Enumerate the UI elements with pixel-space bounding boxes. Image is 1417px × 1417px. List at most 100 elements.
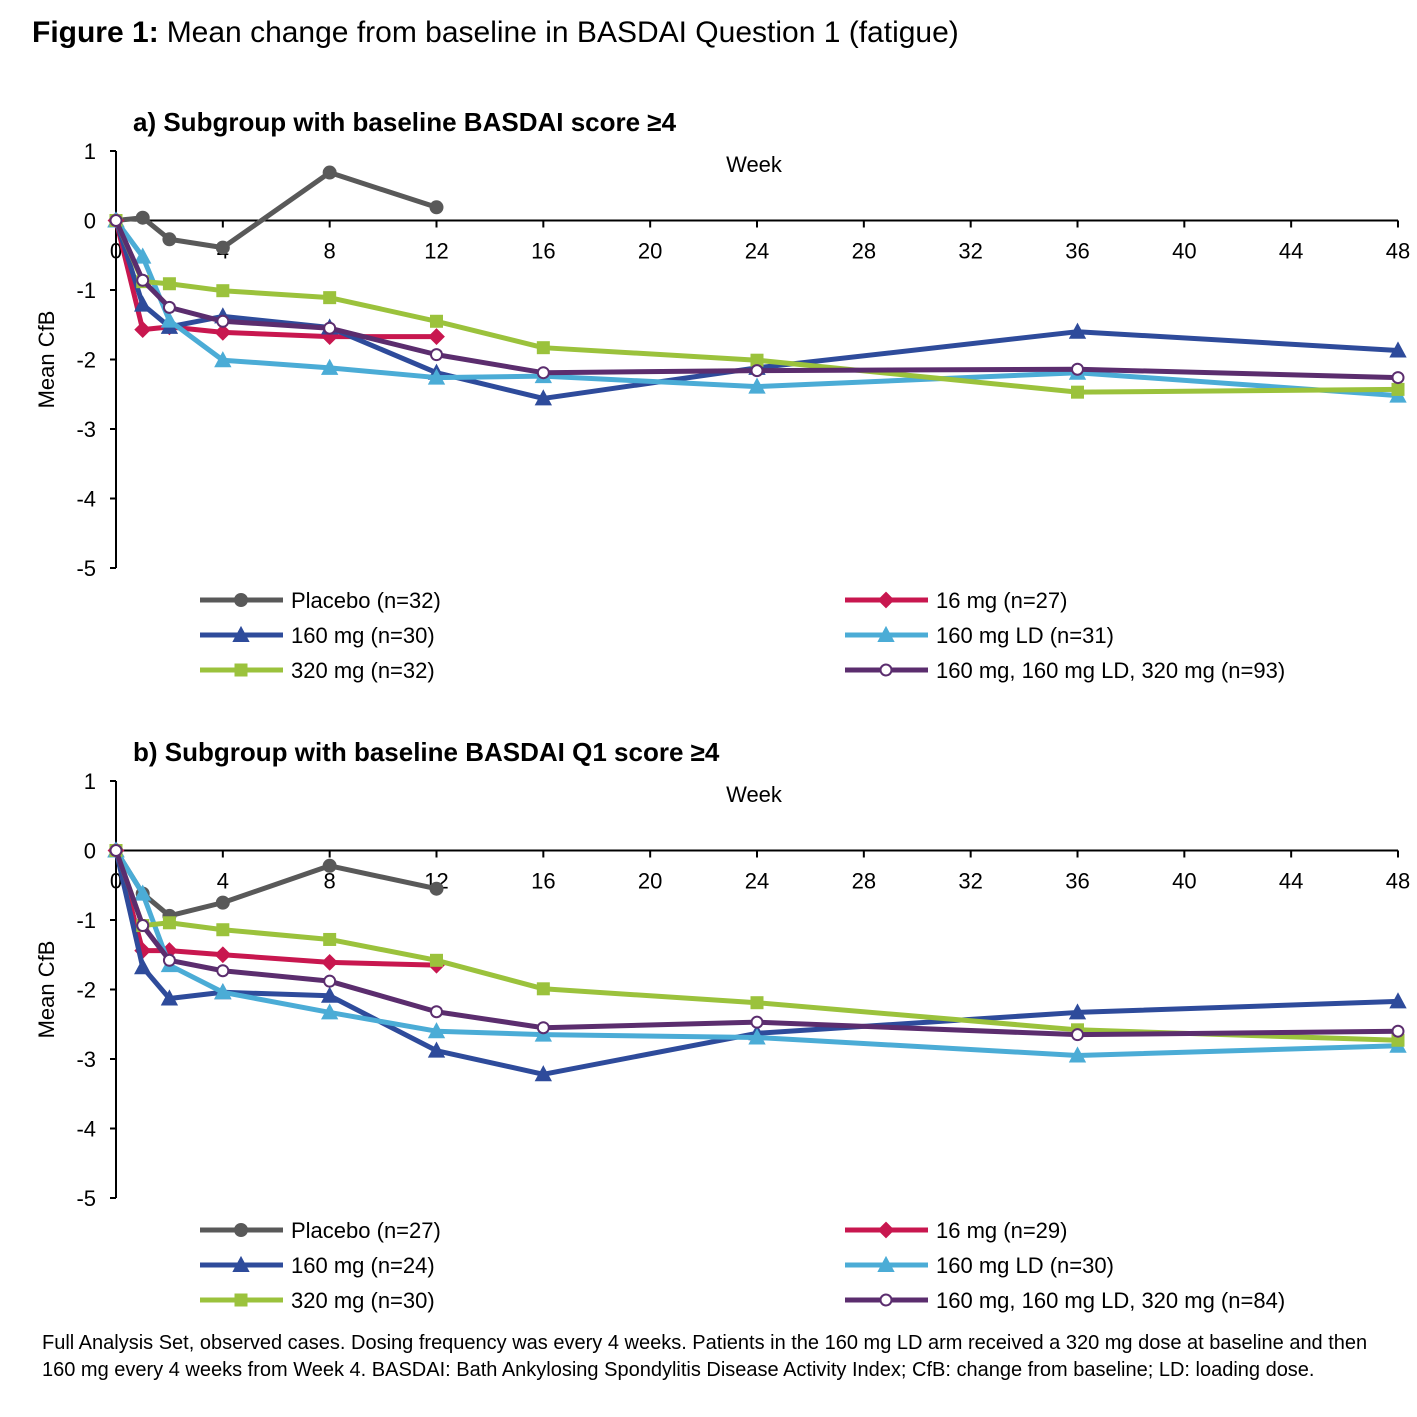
x-tick-label: 32	[958, 869, 982, 894]
data-point	[216, 314, 230, 328]
legend-marker	[234, 1293, 248, 1307]
y-tick-label: 1	[84, 139, 96, 164]
y-axis-label: Mean CfB	[34, 941, 59, 1039]
x-tick-label: 36	[1065, 239, 1089, 264]
data-point	[429, 200, 444, 215]
legend-label: 16 mg (n=27)	[936, 588, 1067, 613]
data-point	[215, 240, 230, 255]
x-tick-label: 16	[531, 869, 555, 894]
data-point	[429, 881, 444, 896]
series-line	[113, 849, 1399, 1043]
data-point	[323, 974, 337, 988]
data-point	[1071, 1028, 1084, 1042]
data-point	[430, 348, 443, 362]
data-point	[750, 996, 764, 1010]
y-tick-label: -5	[76, 1186, 96, 1211]
legend-marker	[877, 1221, 895, 1239]
data-point	[214, 983, 232, 1000]
series-line	[113, 219, 1399, 381]
y-tick-label: -4	[76, 487, 96, 512]
legend-marker	[877, 625, 895, 642]
data-point	[750, 353, 764, 367]
legend-label: 160 mg (n=24)	[291, 1253, 435, 1278]
legend-label: 320 mg (n=32)	[291, 658, 435, 683]
data-point	[750, 1015, 764, 1029]
y-tick-label: -1	[76, 278, 96, 303]
data-point	[1389, 992, 1407, 1009]
x-tick-label: 20	[638, 869, 662, 894]
data-point	[134, 321, 152, 339]
data-point	[320, 1003, 339, 1020]
series-line	[113, 219, 1399, 401]
x-tick-label: 0	[110, 239, 122, 264]
data-point	[323, 932, 337, 946]
legend-marker	[232, 625, 250, 642]
legend-label: 16 mg (n=29)	[936, 1218, 1067, 1243]
data-point	[322, 165, 337, 180]
data-point	[162, 232, 177, 247]
data-point	[134, 295, 152, 312]
legend-marker	[877, 591, 895, 609]
data-point	[427, 1041, 446, 1058]
series-line	[113, 849, 438, 919]
x-tick-label: 32	[958, 239, 982, 264]
data-point	[534, 389, 553, 406]
legend-label: 320 mg (n=30)	[291, 1288, 435, 1313]
data-point	[136, 919, 150, 933]
y-tick-label: -3	[76, 417, 96, 442]
data-point	[536, 1021, 550, 1035]
legend-label: 160 mg LD (n=30)	[936, 1253, 1114, 1278]
series-line	[113, 849, 1399, 1059]
x-tick-label: 24	[745, 869, 769, 894]
x-tick-label: 48	[1386, 239, 1410, 264]
data-point	[427, 368, 446, 385]
data-point	[160, 311, 179, 328]
data-point	[1068, 1003, 1087, 1020]
y-tick-label: -2	[76, 978, 96, 1003]
data-point	[1071, 385, 1084, 399]
data-point	[322, 858, 337, 873]
legend-marker	[234, 663, 248, 677]
data-point	[1068, 1046, 1087, 1063]
data-point	[1068, 322, 1087, 339]
data-point	[135, 210, 150, 225]
data-point	[320, 358, 339, 375]
y-tick-label: -4	[76, 1117, 96, 1142]
data-point	[430, 314, 443, 328]
series-line	[113, 849, 1399, 1038]
data-point	[134, 247, 152, 264]
data-point	[536, 341, 550, 355]
figure-title-text: Mean change from baseline in BASDAI Ques…	[167, 16, 959, 49]
data-point	[427, 1022, 446, 1039]
y-tick-label: -2	[76, 348, 96, 373]
data-point	[109, 844, 123, 857]
y-axis-label: Mean CfB	[34, 311, 59, 409]
legend-label: Placebo (n=32)	[291, 588, 441, 613]
legend-label: Placebo (n=27)	[291, 1218, 441, 1243]
data-point	[162, 300, 176, 314]
x-tick-label: 20	[638, 239, 662, 264]
data-point	[109, 214, 123, 227]
data-point	[215, 895, 230, 910]
x-tick-label: 44	[1279, 869, 1303, 894]
x-tick-label: 48	[1386, 869, 1410, 894]
data-point	[321, 953, 339, 971]
data-point	[536, 982, 550, 996]
figure-label: Figure 1:	[32, 16, 159, 49]
figure-title: Figure 1: Mean change from baseline in BA…	[32, 16, 959, 49]
data-point	[748, 377, 766, 394]
data-point	[216, 284, 230, 298]
x-tick-label: 8	[324, 869, 336, 894]
data-point	[1071, 362, 1084, 376]
legend-marker	[234, 593, 248, 607]
series-line	[113, 219, 1399, 395]
data-point	[1389, 341, 1407, 358]
data-point	[216, 964, 230, 978]
y-tick-label: 0	[84, 209, 96, 234]
legend-marker	[879, 663, 893, 677]
data-point	[323, 291, 337, 305]
data-point	[134, 884, 152, 901]
data-point	[430, 1005, 443, 1019]
